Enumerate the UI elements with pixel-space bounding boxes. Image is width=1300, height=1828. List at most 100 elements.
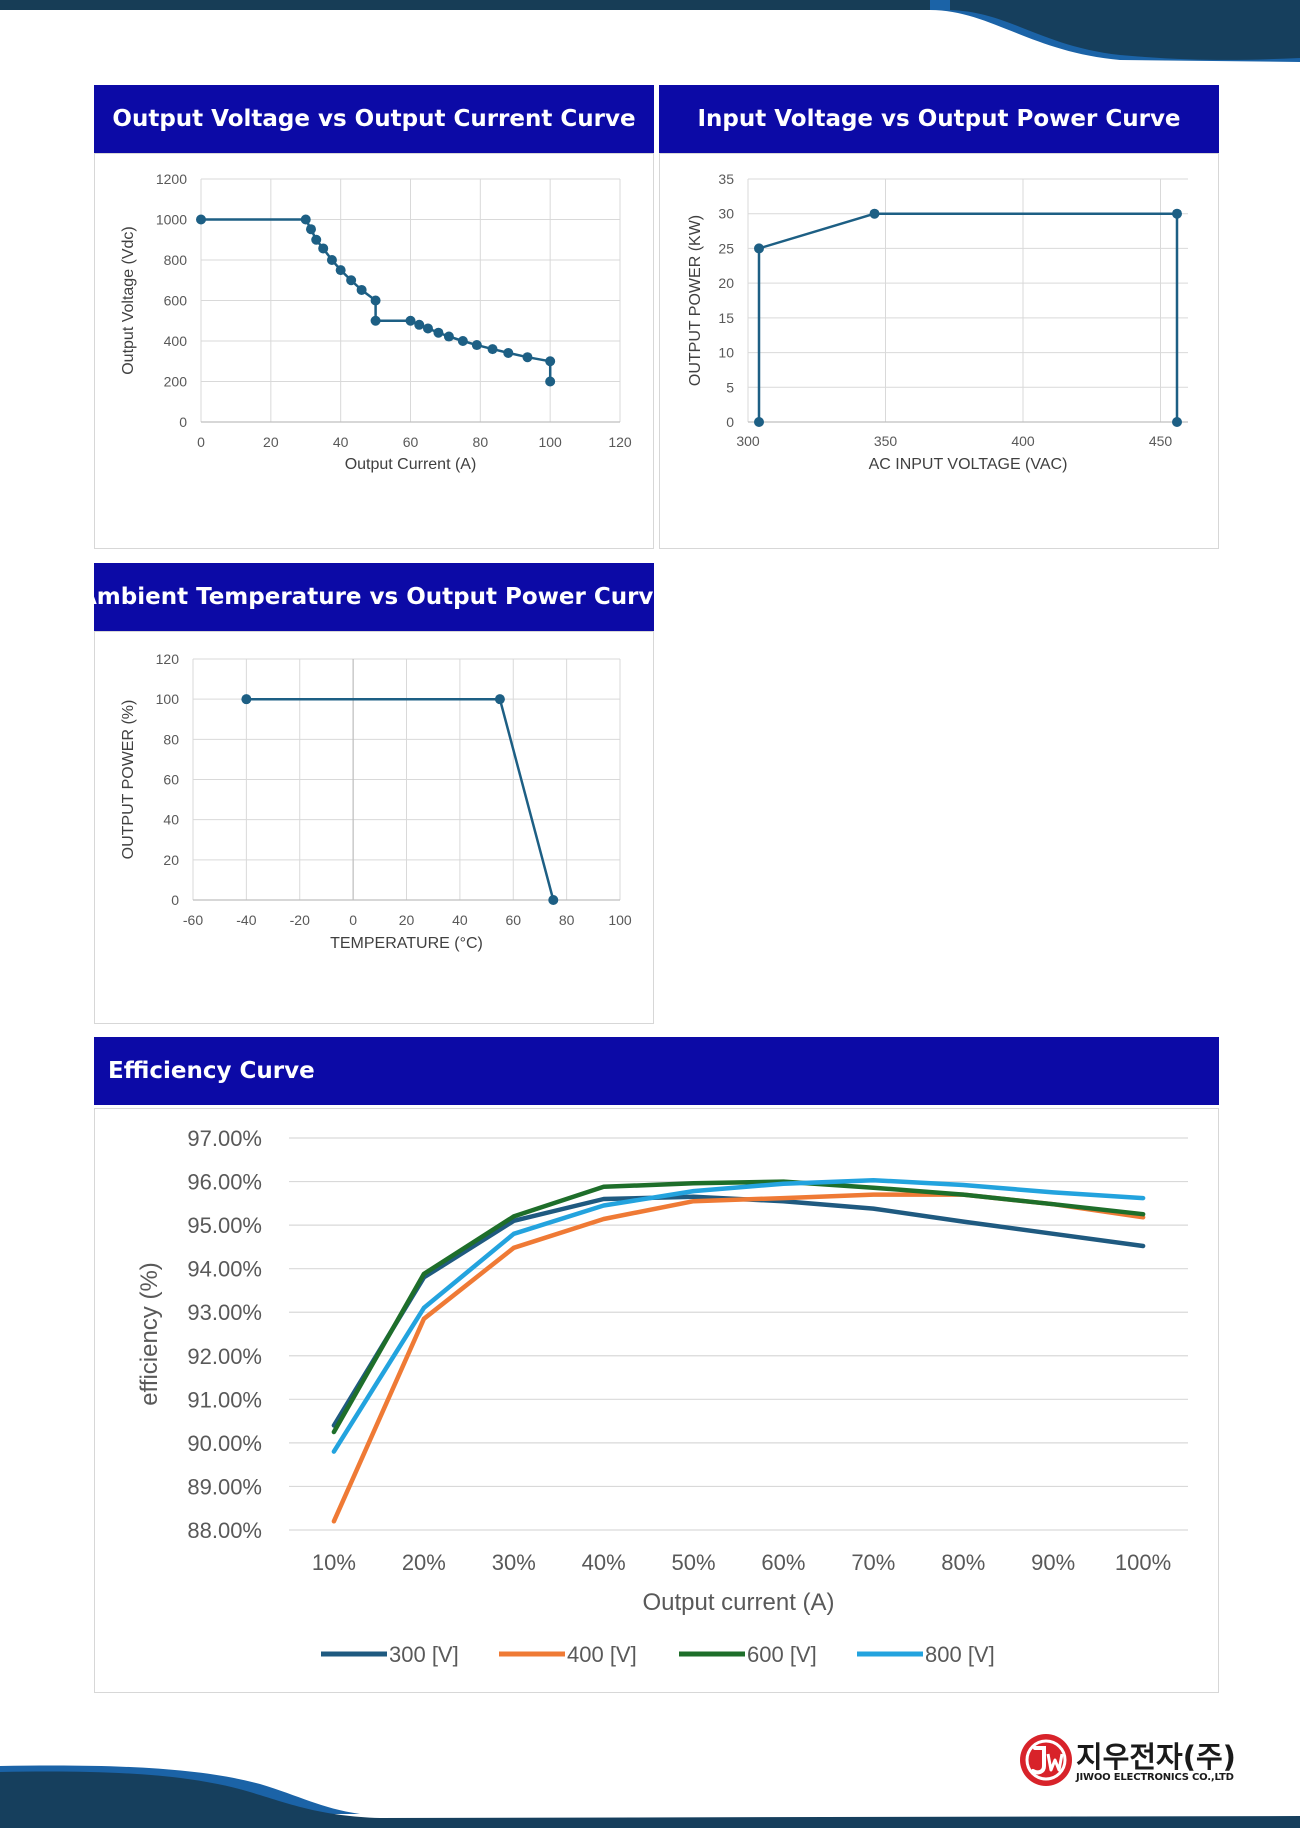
x-tick-label: 400 (1011, 433, 1035, 449)
y-tick-label: 88.00% (187, 1518, 262, 1543)
panel-input-voltage-power: Input Voltage vs Output Power Curve 0 5 10… (659, 85, 1219, 549)
data-point-marker (335, 265, 346, 276)
legend-label: 300 [V] (389, 1642, 459, 1667)
data-point-marker (241, 694, 252, 705)
data-point-marker (326, 255, 337, 265)
x-tick-label: 40% (582, 1550, 626, 1575)
x-tick-label: 60 (403, 434, 419, 450)
panel-title: Input Voltage vs Output Power Curve (659, 85, 1219, 153)
x-tick-label: -60 (183, 912, 203, 928)
data-point-marker (503, 347, 514, 358)
legend-label: 400 [V] (567, 1642, 637, 1667)
y-tick-label: 400 (164, 333, 188, 349)
y-tick-label: 1200 (156, 171, 187, 187)
data-point-marker (522, 352, 533, 363)
x-axis-label: Output Current (A) (345, 456, 477, 473)
x-tick-label: 80% (941, 1550, 985, 1575)
data-point-marker (356, 284, 367, 295)
x-tick-label: 70% (851, 1550, 895, 1575)
data-point-marker (422, 323, 433, 334)
x-tick-label: 350 (874, 433, 898, 449)
top-decoration-band (0, 0, 1300, 62)
x-tick-label: 20% (402, 1550, 446, 1575)
data-point-marker (494, 694, 505, 705)
data-point-marker (471, 340, 482, 351)
panel-title: Efficiency Curve (94, 1037, 1219, 1105)
voltage-current-chart: 0 200 400 600 800 1000 1200 0 20 40 60 80 100 120 Outp… (120, 171, 632, 473)
panel-title: Ambient Temperature vs Output Power Curv… (79, 563, 669, 631)
x-tick-label: 20 (263, 434, 279, 450)
x-axis-label: Output current (A) (642, 1589, 834, 1616)
panel-title: Output Voltage vs Output Current Curve (94, 85, 654, 153)
y-axis-label: efficiency (%) (136, 1262, 163, 1406)
y-tick-label: 30 (718, 206, 734, 222)
data-point-marker (487, 344, 498, 355)
y-tick-label: 95.00% (187, 1213, 262, 1238)
data-point-marker (457, 336, 468, 346)
data-point-marker (305, 224, 316, 235)
x-tick-label: -20 (290, 912, 310, 928)
data-point-marker (300, 214, 311, 225)
bottom-decoration-band (0, 1765, 1300, 1828)
data-point-marker (433, 327, 444, 338)
y-tick-label: 200 (164, 374, 188, 390)
data-point-marker (545, 376, 556, 387)
y-tick-label: 10 (718, 345, 734, 361)
data-point-marker (1172, 417, 1182, 427)
panel-temperature-power: Ambient Temperature vs Output Power Curv… (79, 563, 669, 1024)
data-point-marker (1172, 208, 1182, 219)
data-point-marker (318, 243, 329, 254)
x-tick-label: 0 (197, 434, 205, 450)
x-tick-label: 60% (761, 1550, 805, 1575)
panel-voltage-current: Output Voltage vs Output Current Curve 0… (94, 85, 654, 549)
x-tick-label: 40 (452, 912, 468, 928)
series-line (331, 1179, 1146, 1435)
data-point-marker (311, 234, 322, 245)
company-name-english: JIWOO ELECTRONICS CO.,LTD (1076, 1772, 1234, 1783)
x-tick-label: 30% (492, 1550, 536, 1575)
efficiency-chart: 88.00% 89.00% 90.00% 91.00% 92.00% 93.00% 94.0… (136, 1126, 1188, 1667)
y-tick-label: 100 (156, 691, 180, 707)
x-axis-label: AC INPUT VOLTAGE (VAC) (869, 456, 1068, 473)
series-line (331, 1192, 1146, 1524)
data-point-marker (370, 295, 381, 306)
x-tick-label: 450 (1149, 433, 1173, 449)
y-tick-label: 40 (163, 812, 179, 828)
y-tick-label: 5 (726, 379, 734, 395)
data-point-marker (346, 275, 357, 286)
x-tick-label: -40 (236, 912, 256, 928)
y-tick-label: 35 (718, 171, 734, 187)
y-tick-label: 20 (718, 275, 734, 291)
data-point-marker (405, 315, 416, 326)
series-line (331, 1194, 1146, 1428)
y-tick-label: 120 (156, 651, 180, 667)
data-point-marker (754, 417, 764, 427)
y-tick-label: 94.00% (187, 1257, 262, 1282)
x-tick-label: 10% (312, 1550, 356, 1575)
y-tick-label: 15 (718, 310, 734, 326)
x-tick-label: 300 (736, 433, 760, 449)
input-voltage-power-chart: 0 5 10 15 20 25 30 35 300 350 400 450 AC INPUT VOLTA… (687, 171, 1188, 473)
x-tick-label: 60 (505, 912, 521, 928)
temperature-power-chart: 0 20 40 60 80 100 120 -60 -40 -20 0 20 40 60 80 100 TEMP… (120, 651, 632, 952)
y-tick-label: 0 (171, 892, 179, 908)
chart-box: 0 200 400 600 800 1000 1200 0 20 40 60 80 100 120 Outp… (94, 153, 654, 549)
panel-efficiency: Efficiency Curve 88.00% 89.00% 90.00% 91.00… (94, 1037, 1219, 1693)
x-tick-label: 80 (473, 434, 489, 450)
y-tick-label: 20 (163, 852, 179, 868)
data-point-marker (414, 319, 425, 330)
jiwoo-emblem-icon (1020, 1734, 1072, 1786)
legend-label: 800 [V] (925, 1642, 995, 1667)
legend-label: 600 [V] (747, 1642, 817, 1667)
x-tick-label: 100 (608, 912, 632, 928)
data-point-marker (754, 243, 764, 254)
x-tick-label: 20 (399, 912, 415, 928)
y-tick-label: 25 (718, 240, 734, 256)
y-tick-label: 92.00% (187, 1344, 262, 1369)
y-tick-label: 91.00% (187, 1387, 262, 1412)
data-point-marker (370, 315, 381, 326)
x-tick-label: 100 (538, 434, 562, 450)
x-axis-label: TEMPERATURE (°C) (330, 935, 483, 952)
x-tick-label: 40 (333, 434, 349, 450)
y-tick-label: 0 (726, 414, 734, 430)
